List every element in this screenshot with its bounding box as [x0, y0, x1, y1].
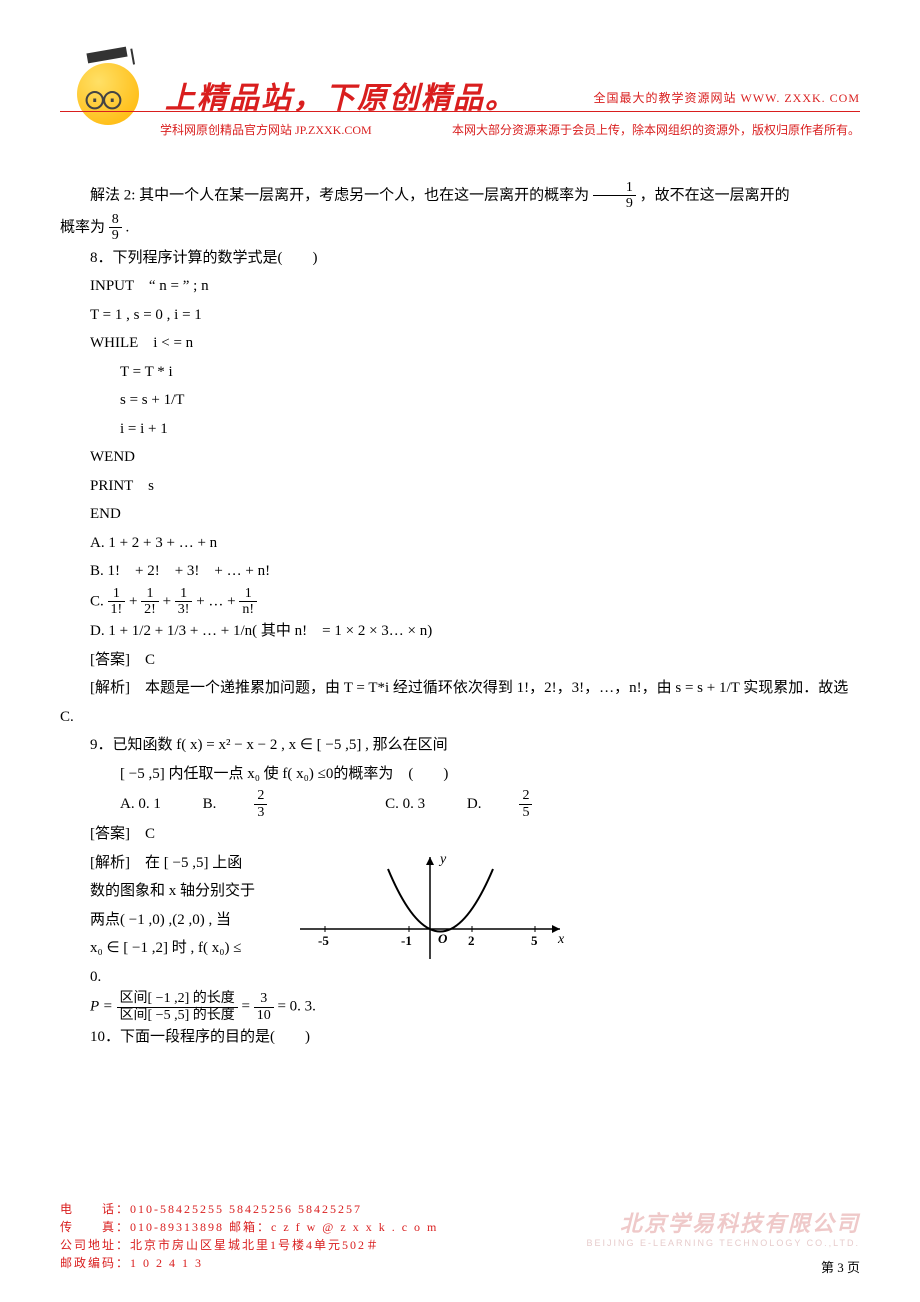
- svg-text:5: 5: [531, 933, 538, 948]
- brand-cn: 北京学易科技有限公司: [586, 1206, 860, 1238]
- header: ⊙⊙ 上精品站，下原创精品。 全国最大的教学资源网站 WWW. ZXXK. CO…: [60, 55, 860, 150]
- solution2-line2: 概率为 8 9 .: [60, 212, 860, 244]
- q9-option-b: B. 23: [203, 788, 344, 820]
- logo-mascot: ⊙⊙: [65, 55, 155, 135]
- q8-code-7: PRINT s: [60, 472, 860, 501]
- q8-code-0: INPUT “ n = ” ; n: [60, 272, 860, 301]
- q8-stem: 8．下列程序计算的数学式是( ): [60, 244, 860, 273]
- q9-parabola-figure: y x O -5 -1 2 5: [290, 849, 570, 969]
- footer-zip: 邮政编码：1 0 2 4 1 3: [60, 1254, 860, 1272]
- q8-code-1: T = 1 , s = 0 , i = 1: [60, 301, 860, 330]
- brand-en: BEIJING E-LEARNING TECHNOLOGY CO.,LTD.: [586, 1238, 860, 1248]
- q8-option-c: C. 11! + 12! + 13! + … + 1n!: [60, 586, 860, 618]
- solution2-line1: 解法 2: 其中一个人在某一层离开，考虑另一个人，也在这一层离开的概率为 1 9…: [60, 180, 860, 212]
- origin-label: O: [438, 931, 448, 946]
- header-sub-left: 学科网原创精品官方网站 JP.ZXXK.COM: [160, 121, 372, 138]
- fraction-1-9: 1 9: [593, 180, 636, 212]
- q8-code-3: T = T * i: [60, 358, 860, 387]
- fraction-3-10: 3 10: [254, 991, 274, 1023]
- fraction-8-9: 8 9: [109, 212, 122, 244]
- q10-stem: 10．下面一段程序的目的是( ): [60, 1023, 860, 1052]
- parabola-svg: y x O -5 -1 2 5: [290, 849, 570, 969]
- y-axis-label: y: [438, 852, 447, 867]
- q8-explain: [解析] 本题是一个递推累加问题，由 T = T*i 经过循环依次得到 1!，2…: [60, 674, 860, 731]
- q9-P-line: P = 区间[ −1 ,2] 的长度 区间[ −5 ,5] 的长度 = 3 10…: [60, 991, 860, 1023]
- header-sub-right: 本网大部分资源来源于会员上传，除本网组织的资源外，版权归原作者所有。: [452, 121, 860, 138]
- q8-code-4: s = s + 1/T: [60, 386, 860, 415]
- footer-brand: 北京学易科技有限公司 BEIJING E-LEARNING TECHNOLOGY…: [586, 1206, 860, 1248]
- q8-answer: [答案] C: [60, 646, 860, 675]
- q8-code-5: i = i + 1: [60, 415, 860, 444]
- content-body: 解法 2: 其中一个人在某一层离开，考虑另一个人，也在这一层离开的概率为 1 9…: [60, 180, 860, 1051]
- svg-text:-5: -5: [318, 933, 329, 948]
- q9-answer: [答案] C: [60, 820, 860, 849]
- footer: 电 话：010-58425255 58425256 58425257 传 真：0…: [60, 1200, 860, 1272]
- q9-explain-block: [解析] 在 [ −5 ,5] 上函 数的图象和 x 轴分别交于 两点( −1 …: [60, 849, 860, 992]
- page-number: 第 3 页: [821, 1257, 860, 1276]
- q8-option-b: B. 1! + 2! + 3! + … + n!: [60, 557, 860, 586]
- page: ⊙⊙ 上精品站，下原创精品。 全国最大的教学资源网站 WWW. ZXXK. CO…: [0, 0, 920, 1302]
- header-right-text: 全国最大的教学资源网站 WWW. ZXXK. COM: [593, 89, 860, 106]
- q9-stem-l1: 9．已知函数 f( x) = x² − x − 2 , x ∈ [ −5 ,5]…: [60, 731, 860, 760]
- fraction-length-ratio: 区间[ −1 ,2] 的长度 区间[ −5 ,5] 的长度: [117, 991, 238, 1023]
- q9-option-d: D. 25: [467, 788, 609, 820]
- x-axis-label: x: [557, 932, 565, 947]
- q8-code-2: WHILE i < = n: [60, 329, 860, 358]
- q8-option-a: A. 1 + 2 + 3 + … + n: [60, 529, 860, 558]
- q9-options: A. 0. 1 B. 23 C. 0. 3 D. 25: [60, 788, 860, 820]
- q9-stem-l2: [ −5 ,5] 内任取一点 x₀ 使 f( x₀) ≤0的概率为 ( ): [60, 760, 860, 789]
- q8-option-d: D. 1 + 1/2 + 1/3 + … + 1/n( 其中 n! = 1 × …: [60, 617, 860, 646]
- svg-text:2: 2: [468, 933, 475, 948]
- q9-option-a: A. 0. 1: [120, 790, 161, 819]
- svg-text:-1: -1: [401, 933, 412, 948]
- q8-code-6: WEND: [60, 443, 860, 472]
- q8-code-8: END: [60, 500, 860, 529]
- parabola-curve: [388, 869, 493, 932]
- header-rule: [60, 111, 860, 112]
- q9-option-c: C. 0. 3: [385, 790, 425, 819]
